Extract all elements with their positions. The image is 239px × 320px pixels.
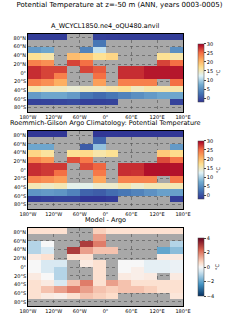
svg-text:180°W: 180°W xyxy=(20,308,37,314)
svg-text:°C: °C xyxy=(214,264,220,271)
svg-text:180°E: 180°E xyxy=(175,114,190,120)
svg-text:20°N: 20°N xyxy=(13,158,26,164)
svg-text:−2: −2 xyxy=(207,278,214,284)
svg-text:120°E: 120°E xyxy=(150,211,165,217)
svg-text:°C: °C xyxy=(215,69,221,76)
svg-text:60°N: 60°N xyxy=(13,141,26,147)
svg-text:20°N: 20°N xyxy=(13,61,26,67)
svg-text:120°E: 120°E xyxy=(150,114,165,120)
svg-text:Roemmich-Gilson Argo Climatolo: Roemmich-Gilson Argo Climatology: Potent… xyxy=(10,119,201,127)
svg-text:120°W: 120°W xyxy=(45,308,62,314)
svg-text:80°N: 80°N xyxy=(13,35,26,41)
svg-text:40°S: 40°S xyxy=(14,184,26,190)
svg-text:20°N: 20°N xyxy=(13,255,26,261)
svg-text:60°E: 60°E xyxy=(125,211,137,217)
svg-text:°C: °C xyxy=(215,166,221,173)
svg-text:20°S: 20°S xyxy=(14,273,26,279)
svg-text:60°S: 60°S xyxy=(14,290,26,296)
svg-text:60°N: 60°N xyxy=(13,238,26,244)
svg-text:120°W: 120°W xyxy=(45,114,62,120)
svg-text:120°W: 120°W xyxy=(45,211,62,217)
svg-text:20°S: 20°S xyxy=(14,78,26,84)
svg-text:180°E: 180°E xyxy=(175,211,190,217)
svg-text:180°W: 180°W xyxy=(20,114,37,120)
svg-text:40°N: 40°N xyxy=(13,149,26,155)
svg-text:5: 5 xyxy=(207,183,210,189)
svg-text:180°W: 180°W xyxy=(20,211,37,217)
svg-text:80°N: 80°N xyxy=(13,229,26,235)
svg-text:60°N: 60°N xyxy=(13,43,26,49)
svg-text:0°: 0° xyxy=(103,114,109,120)
svg-text:40°N: 40°N xyxy=(13,52,26,58)
svg-text:20: 20 xyxy=(207,59,213,65)
svg-text:40°S: 40°S xyxy=(14,87,26,93)
svg-text:20°S: 20°S xyxy=(14,175,26,181)
svg-text:0: 0 xyxy=(207,95,210,101)
svg-text:0°: 0° xyxy=(20,70,26,76)
svg-text:80°S: 80°S xyxy=(14,104,26,110)
svg-text:180°E: 180°E xyxy=(175,308,190,314)
svg-text:80°N: 80°N xyxy=(13,132,26,138)
svg-text:30: 30 xyxy=(207,138,213,144)
svg-text:0°: 0° xyxy=(20,167,26,173)
svg-text:25: 25 xyxy=(207,147,213,153)
svg-text:4: 4 xyxy=(207,235,210,241)
svg-text:0°: 0° xyxy=(20,264,26,270)
svg-text:−4: −4 xyxy=(207,293,214,299)
svg-text:A_WCYCL1850.ne4_oQU480.anvil: A_WCYCL1850.ne4_oQU480.anvil xyxy=(51,22,160,30)
svg-text:30: 30 xyxy=(207,41,213,47)
svg-text:0°: 0° xyxy=(103,211,109,217)
svg-text:0: 0 xyxy=(207,192,210,198)
svg-text:80°S: 80°S xyxy=(14,299,26,305)
svg-text:40°N: 40°N xyxy=(13,246,26,252)
svg-text:Potential Temperature at z=-50: Potential Temperature at z=-50 m (ANN, y… xyxy=(17,1,223,9)
svg-text:15: 15 xyxy=(207,165,213,171)
svg-text:60°E: 60°E xyxy=(125,308,137,314)
svg-text:60°W: 60°W xyxy=(73,211,87,217)
svg-text:60°E: 60°E xyxy=(125,114,137,120)
svg-text:60°S: 60°S xyxy=(14,193,26,199)
svg-text:25: 25 xyxy=(207,50,213,56)
svg-text:80°S: 80°S xyxy=(14,201,26,207)
svg-text:15: 15 xyxy=(207,68,213,74)
svg-text:40°S: 40°S xyxy=(14,281,26,287)
svg-text:Model - Argo: Model - Argo xyxy=(85,216,126,224)
svg-text:20: 20 xyxy=(207,156,213,162)
svg-text:0: 0 xyxy=(207,264,210,270)
svg-text:2: 2 xyxy=(207,249,210,255)
svg-text:0°: 0° xyxy=(103,308,109,314)
svg-text:60°W: 60°W xyxy=(73,114,87,120)
svg-text:60°S: 60°S xyxy=(14,96,26,102)
svg-text:60°W: 60°W xyxy=(73,308,87,314)
svg-text:5: 5 xyxy=(207,86,210,92)
svg-text:10: 10 xyxy=(207,77,213,83)
svg-text:10: 10 xyxy=(207,174,213,180)
svg-text:120°E: 120°E xyxy=(150,308,165,314)
